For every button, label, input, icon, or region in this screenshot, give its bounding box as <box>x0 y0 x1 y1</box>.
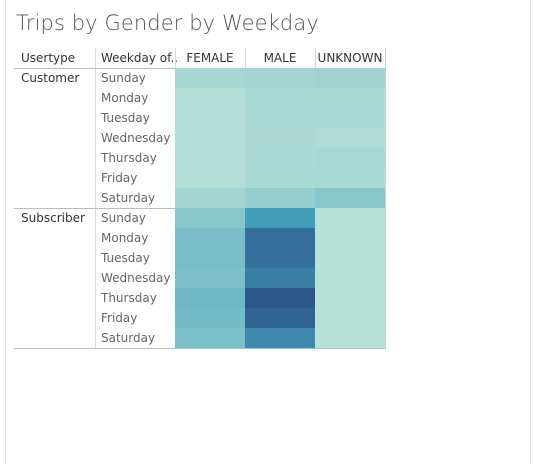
heatmap-cell-male[interactable] <box>245 108 315 128</box>
heatmap-cell-female[interactable] <box>175 328 245 348</box>
heatmap-cell-female[interactable] <box>175 248 245 268</box>
heatmap-cell-female[interactable] <box>175 308 245 328</box>
weekday-label: Saturday <box>101 331 156 345</box>
header-weekday[interactable]: Weekday of.. <box>101 51 179 65</box>
heatmap-cell-female[interactable] <box>175 148 245 168</box>
heatmap-cell-female[interactable] <box>175 68 245 88</box>
heatmap-cell-unknown[interactable] <box>315 68 385 88</box>
heatmap-cell-male[interactable] <box>245 148 315 168</box>
heatmap-cell-unknown[interactable] <box>315 128 385 148</box>
heatmap-cell-unknown[interactable] <box>315 268 385 288</box>
heatmap-cell-male[interactable] <box>245 328 315 348</box>
heatmap-cell-female[interactable] <box>175 88 245 108</box>
heatmap-cell-female[interactable] <box>175 228 245 248</box>
header-male[interactable]: MALE <box>263 51 297 65</box>
weekday-label: Thursday <box>101 151 157 165</box>
heatmap-cell-unknown[interactable] <box>315 188 385 208</box>
heatmap-cell-female[interactable] <box>175 168 245 188</box>
left-border <box>5 0 6 464</box>
heatmap-cell-male[interactable] <box>245 68 315 88</box>
heatmap-cell-unknown[interactable] <box>315 308 385 328</box>
weekday-label: Saturday <box>101 191 156 205</box>
heatmap-cell-male[interactable] <box>245 88 315 108</box>
heatmap-cell-male[interactable] <box>245 228 315 248</box>
weekday-label: Friday <box>101 311 138 325</box>
heatmap-cell-female[interactable] <box>175 188 245 208</box>
usertype-label-customer: Customer <box>21 71 80 85</box>
weekday-label: Wednesday <box>101 271 171 285</box>
heatmap-cell-unknown[interactable] <box>315 328 385 348</box>
heatmap-cell-male[interactable] <box>245 308 315 328</box>
heatmap-cell-unknown[interactable] <box>315 168 385 188</box>
heatmap-cell-female[interactable] <box>175 268 245 288</box>
column-divider <box>245 48 246 68</box>
weekday-label: Tuesday <box>101 251 150 265</box>
header-female[interactable]: FEMALE <box>186 51 234 65</box>
heatmap-cell-unknown[interactable] <box>315 108 385 128</box>
weekday-label: Friday <box>101 171 138 185</box>
heatmap-cell-male[interactable] <box>245 288 315 308</box>
table-right-border <box>385 48 386 348</box>
heatmap-cell-female[interactable] <box>175 128 245 148</box>
right-border <box>530 0 531 464</box>
heatmap-cell-male[interactable] <box>245 168 315 188</box>
heatmap-cell-male[interactable] <box>245 268 315 288</box>
row-header-divider <box>95 48 96 348</box>
usertype-label-subscriber: Subscriber <box>21 211 85 225</box>
heatmap-cell-unknown[interactable] <box>315 248 385 268</box>
heatmap-cell-male[interactable] <box>245 208 315 228</box>
heatmap-cell-unknown[interactable] <box>315 88 385 108</box>
heatmap-cell-unknown[interactable] <box>315 148 385 168</box>
weekday-label: Thursday <box>101 291 157 305</box>
weekday-label: Wednesday <box>101 131 171 145</box>
weekday-label: Sunday <box>101 71 146 85</box>
heatmap-cell-unknown[interactable] <box>315 228 385 248</box>
weekday-label: Monday <box>101 91 149 105</box>
heatmap-cell-unknown[interactable] <box>315 208 385 228</box>
weekday-label: Sunday <box>101 211 146 225</box>
heatmap-cell-unknown[interactable] <box>315 288 385 308</box>
header-unknown[interactable]: UNKNOWN <box>317 51 383 65</box>
weekday-label: Monday <box>101 231 149 245</box>
heatmap-cell-male[interactable] <box>245 248 315 268</box>
heatmap-cell-female[interactable] <box>175 208 245 228</box>
heatmap-cell-female[interactable] <box>175 288 245 308</box>
chart-title: Trips by Gender by Weekday <box>16 11 319 35</box>
heatmap-cell-female[interactable] <box>175 108 245 128</box>
column-divider <box>315 48 316 68</box>
column-header-divider <box>175 48 176 68</box>
table-bottom-rule <box>14 348 386 349</box>
heatmap-cell-male[interactable] <box>245 128 315 148</box>
heatmap-cell-male[interactable] <box>245 188 315 208</box>
header-usertype[interactable]: Usertype <box>21 51 76 65</box>
weekday-label: Tuesday <box>101 111 150 125</box>
